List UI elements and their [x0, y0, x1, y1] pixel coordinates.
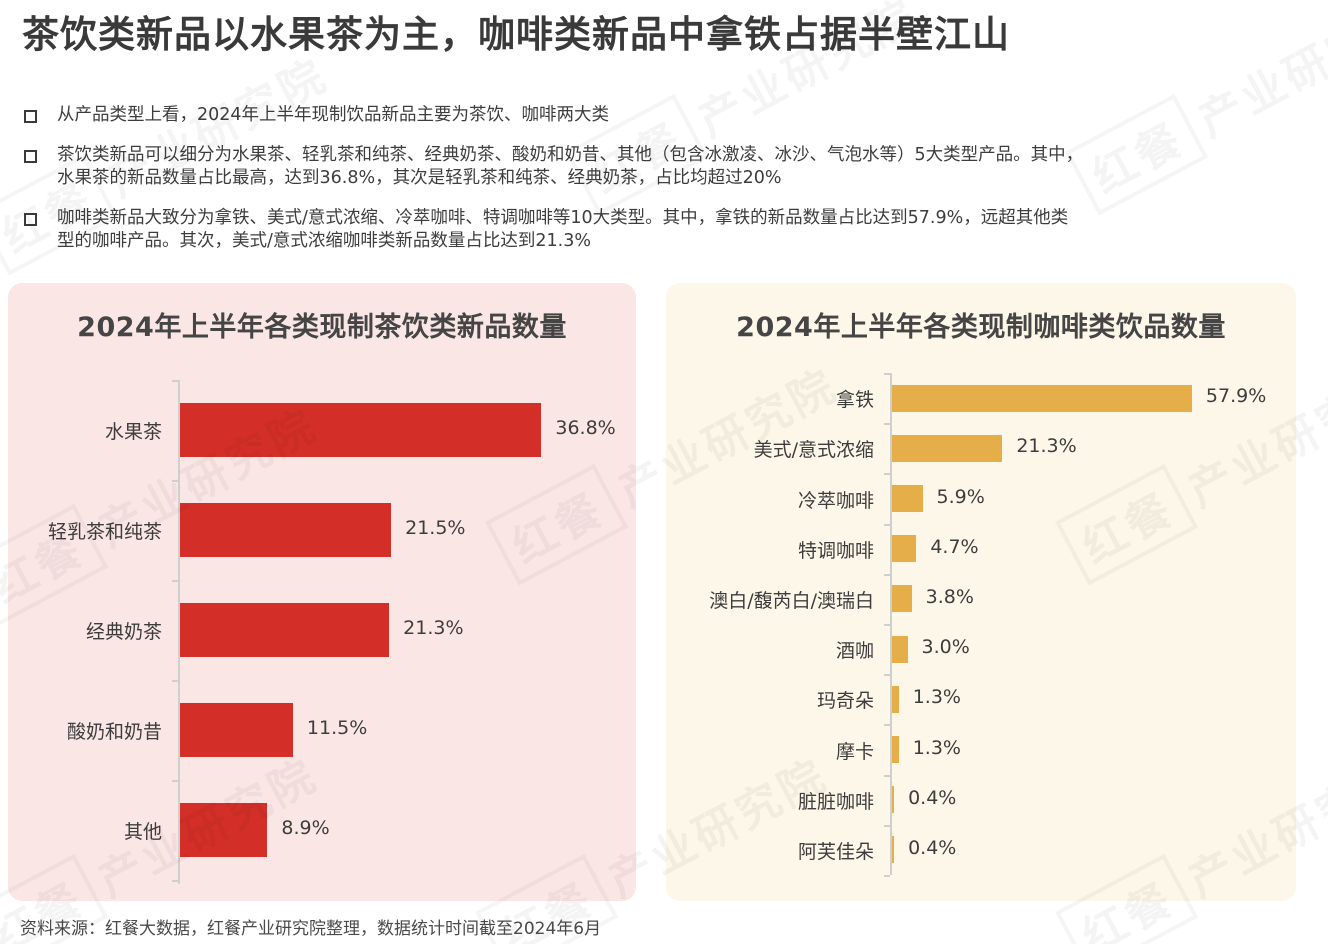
axis-tick: [172, 580, 178, 582]
bar: [180, 803, 268, 857]
bar: [892, 635, 908, 663]
bar: [892, 485, 923, 512]
source-footnote: 资料来源：红餐大数据，红餐产业研究院整理，数据统计时间截至2024年6月: [20, 919, 602, 939]
axis-tick: [884, 875, 890, 877]
square-bullet-icon: [24, 150, 37, 163]
axis-tick: [884, 774, 890, 777]
value-label: 21.3%: [403, 617, 464, 639]
summary-bullets: 从产品类型上看，2024年上半年现制饮品新品主要为茶饮、咖啡两大类 茶饮类新品可…: [24, 104, 1314, 270]
value-label: 5.9%: [936, 485, 985, 508]
axis-tick: [884, 824, 890, 827]
category-label: 脏脏咖啡: [797, 790, 874, 813]
square-bullet-icon: [24, 110, 37, 123]
bullet-text: 茶饮类新品可以细分为水果茶、轻乳茶和纯茶、经典奶茶、酸奶和奶昔、其他（包含冰激凌…: [57, 145, 1084, 188]
axis-tick: [172, 380, 178, 382]
value-label: 57.9%: [1205, 385, 1267, 408]
coffee-chart-panel: 2024年上半年各类现制咖啡类饮品数量 拿铁 57.9% 美式/意式浓缩 21.3% 冷…: [666, 283, 1296, 901]
bar: [892, 434, 1003, 462]
category-label: 酸奶和奶昔: [66, 721, 162, 743]
bar: [892, 736, 899, 763]
category-label: 摩卡: [835, 740, 874, 763]
value-label: 8.9%: [281, 817, 330, 839]
bar: [892, 384, 1192, 412]
bar: [180, 503, 392, 557]
square-bullet-icon: [24, 213, 37, 226]
category-label: 其他: [123, 821, 162, 843]
bar: [892, 535, 917, 563]
category-label: 水果茶: [104, 421, 162, 443]
value-label: 1.3%: [912, 686, 961, 709]
axis-tick: [884, 373, 890, 375]
value-label: 1.3%: [912, 736, 961, 759]
tea-chart-title: 2024年上半年各类现制茶饮类新品数量: [77, 312, 567, 343]
category-label: 阿芙佳朵: [797, 840, 874, 863]
bar: [892, 585, 912, 613]
category-label: 经典奶茶: [85, 621, 162, 643]
bullet-item: 茶饮类新品可以细分为水果茶、轻乳茶和纯茶、经典奶茶、酸奶和奶昔、其他（包含冰激凌…: [24, 144, 1314, 190]
category-label: 玛奇朵: [816, 690, 874, 713]
axis-tick: [172, 880, 178, 882]
tea-chart-panel: 2024年上半年各类现制茶饮类新品数量 水果茶 36.8% 轻乳茶和纯茶 21.5% 经…: [8, 283, 636, 901]
y-axis-line: [890, 373, 892, 875]
axis-tick: [884, 573, 890, 576]
bullet-text: 咖啡类新品大致分为拿铁、美式/意式浓缩、冷萃咖啡、特调咖啡等10大类型。其中，拿…: [57, 208, 1069, 251]
axis-tick: [884, 674, 890, 677]
value-label: 4.7%: [930, 535, 979, 558]
bullet-item: 从产品类型上看，2024年上半年现制饮品新品主要为茶饮、咖啡两大类: [24, 104, 1314, 127]
bar: [892, 786, 895, 814]
axis-tick: [884, 473, 890, 476]
axis-tick: [172, 680, 178, 682]
bar: [180, 603, 390, 657]
category-label: 特调咖啡: [797, 539, 874, 562]
bar: [892, 836, 895, 864]
bar: [180, 403, 542, 457]
category-label: 冷萃咖啡: [797, 489, 874, 512]
bar: [892, 685, 899, 713]
bullet-text: 从产品类型上看，2024年上半年现制饮品新品主要为茶饮、咖啡两大类: [57, 105, 610, 125]
axis-tick: [884, 624, 890, 626]
bar: [180, 703, 293, 757]
value-label: 21.5%: [405, 517, 466, 539]
coffee-chart-title: 2024年上半年各类现制咖啡类饮品数量: [736, 312, 1226, 343]
category-label: 美式/意式浓缩: [753, 439, 874, 462]
bullet-item: 咖啡类新品大致分为拿铁、美式/意式浓缩、冷萃咖啡、特调咖啡等10大类型。其中，拿…: [24, 207, 1314, 253]
category-label: 酒咖: [835, 640, 874, 663]
value-label: 36.8%: [555, 417, 616, 439]
axis-tick: [884, 523, 890, 526]
axis-tick: [172, 480, 178, 482]
y-axis-line: [178, 380, 180, 884]
value-label: 3.0%: [921, 636, 970, 659]
value-label: 11.5%: [306, 717, 368, 739]
category-label: 拿铁: [835, 389, 874, 412]
value-label: 21.3%: [1016, 435, 1077, 458]
axis-tick: [884, 423, 890, 426]
value-label: 3.8%: [925, 585, 974, 608]
category-label: 澳白/馥芮白/澳瑞白: [709, 589, 874, 612]
axis-tick: [884, 724, 890, 727]
value-label: 0.4%: [908, 786, 957, 809]
value-label: 0.4%: [908, 836, 957, 859]
axis-tick: [172, 780, 178, 782]
category-label: 轻乳茶和纯茶: [47, 521, 162, 543]
page-title: 茶饮类新品以水果茶为主，咖啡类新品中拿铁占据半壁江山: [22, 13, 1010, 56]
